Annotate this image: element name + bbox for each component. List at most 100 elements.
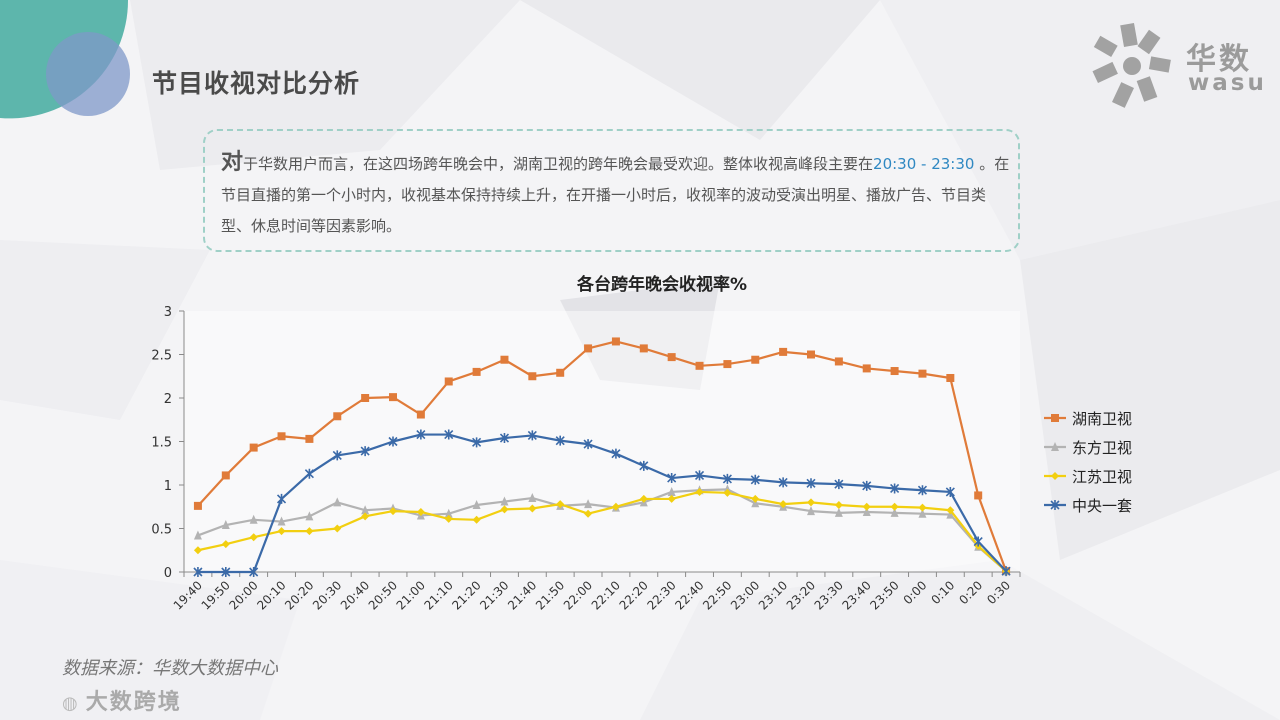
series-marker: [556, 368, 565, 377]
series-marker: [694, 470, 705, 481]
series-marker: [221, 520, 230, 530]
series-marker: [584, 499, 593, 509]
x-tick-label: 21:30: [477, 578, 511, 612]
series-marker: [583, 439, 593, 450]
series-line: [197, 433, 1007, 574]
series-marker: [444, 508, 453, 518]
series-marker: [528, 504, 537, 513]
legend-label: 湖南卫视: [1072, 410, 1132, 428]
series-marker: [667, 486, 676, 496]
note-part1: 于华数用户而言，在这四场跨年晚会中，湖南卫视的跨年晚会最受欢迎。整体收视高峰段主…: [243, 155, 874, 173]
y-tick-label: 1: [164, 479, 172, 494]
series-marker: [277, 516, 286, 526]
series-marker: [416, 507, 425, 516]
series-marker: [1001, 566, 1011, 577]
x-tick-label: 0:20: [956, 578, 985, 607]
series-marker: [276, 493, 287, 504]
series-marker: [890, 507, 899, 517]
series-marker: [639, 344, 648, 353]
series-marker: [277, 527, 286, 536]
series-marker: [862, 502, 871, 511]
series-marker: [499, 433, 510, 444]
series-marker: [333, 412, 342, 421]
x-tick-label: 19:50: [199, 578, 233, 612]
x-tick-label: 23:50: [867, 578, 901, 612]
series-marker: [667, 494, 676, 503]
series-marker: [918, 369, 927, 378]
series-marker: [973, 536, 983, 547]
series-marker: [472, 500, 481, 510]
series-marker: [778, 477, 788, 488]
series-marker: [416, 410, 425, 419]
series-marker: [611, 448, 621, 459]
series-line: [197, 340, 1008, 572]
x-tick-label: 23:10: [756, 578, 790, 612]
x-tick-label: 0:10: [928, 578, 957, 607]
series-marker: [890, 367, 899, 376]
series-marker: [862, 506, 871, 516]
series-marker: [1051, 472, 1059, 480]
chart-title: 各台跨年晚会收视率%: [576, 274, 747, 295]
data-source: 数据来源：华数大数据中心: [62, 658, 278, 679]
y-tick-label: 2.5: [151, 349, 172, 364]
brand-text: 大数跨境: [85, 690, 182, 715]
series-marker: [584, 509, 593, 518]
x-tick-label: 21:10: [421, 578, 455, 612]
series-marker: [360, 446, 370, 457]
series-marker: [221, 471, 230, 480]
y-tick-label: 0: [164, 566, 172, 581]
series-marker: [416, 429, 426, 440]
series-marker: [695, 487, 704, 496]
series-marker: [333, 497, 342, 507]
series-marker: [890, 502, 899, 511]
series-marker: [611, 502, 620, 511]
x-tick-label: 0:30: [984, 578, 1013, 607]
x-tick-label: 20:30: [310, 578, 344, 612]
series-marker: [305, 511, 314, 521]
series-marker: [221, 567, 231, 577]
series-marker: [667, 353, 676, 362]
series-marker: [305, 434, 314, 443]
series-marker: [249, 514, 258, 524]
series-marker: [277, 432, 286, 441]
brand-icon: ◍: [62, 693, 80, 714]
series-marker: [946, 373, 955, 382]
x-tick-label: 20:20: [282, 578, 316, 612]
summary-note-box: 对于华数用户而言，在这四场跨年晚会中，湖南卫视的跨年晚会最受欢迎。整体收视高峰段…: [203, 129, 1020, 252]
legend-label: 中央一套: [1072, 497, 1132, 515]
series-marker: [193, 530, 202, 540]
series-marker: [1051, 414, 1059, 422]
series-marker: [918, 508, 927, 518]
series-marker: [807, 498, 815, 507]
x-tick-label: 21:00: [394, 578, 428, 612]
series-marker: [750, 474, 760, 485]
x-tick-label: 22:40: [672, 578, 706, 612]
series-marker: [249, 533, 258, 542]
series-marker: [555, 435, 565, 446]
series-marker: [1051, 442, 1059, 451]
x-tick-label: 23:20: [784, 578, 818, 612]
x-tick-label: 22:00: [561, 578, 595, 612]
series-marker: [639, 460, 649, 471]
x-tick-label: 19:40: [171, 578, 205, 612]
series-marker: [528, 493, 537, 503]
series-marker: [779, 500, 788, 509]
series-marker: [723, 488, 732, 497]
y-tick-label: 3: [164, 305, 172, 320]
series-marker: [333, 524, 342, 533]
series-marker: [751, 355, 760, 364]
series-marker: [639, 494, 648, 503]
series-marker: [193, 501, 202, 510]
series-marker: [500, 496, 509, 506]
series-marker: [444, 429, 454, 440]
x-tick-label: 20:40: [338, 578, 372, 612]
series-marker: [722, 473, 732, 484]
series-marker: [472, 367, 481, 376]
logo-en-text: wasu: [1188, 70, 1267, 96]
series-marker: [584, 344, 593, 353]
x-tick-label: 20:50: [366, 578, 400, 612]
series-marker: [611, 337, 620, 346]
series-marker: [834, 357, 843, 366]
series-marker: [806, 478, 816, 489]
x-tick-label: 21:20: [449, 578, 483, 612]
